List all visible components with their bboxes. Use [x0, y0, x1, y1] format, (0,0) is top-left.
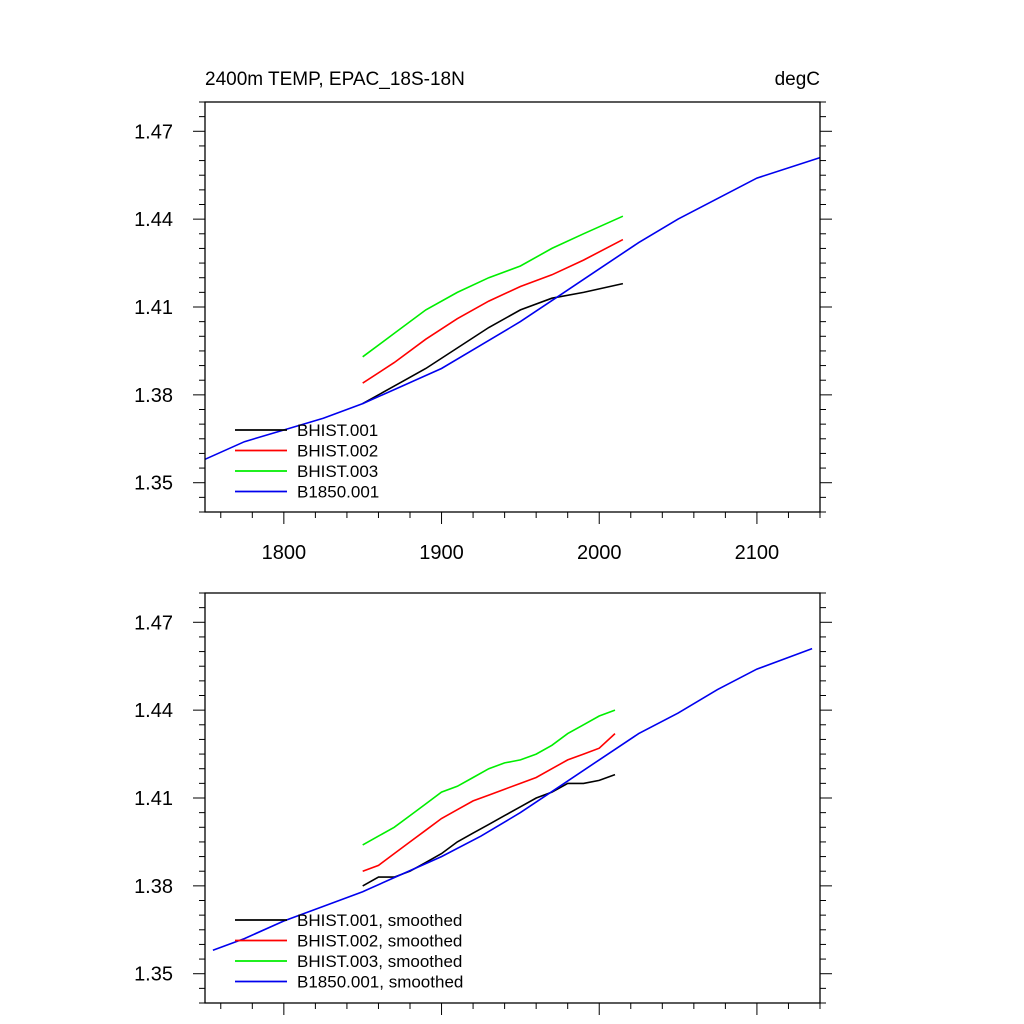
- series-line-2: [362, 733, 616, 872]
- y-tick-label: 1.47: [134, 121, 173, 143]
- legend-label: BHIST.003: [297, 462, 378, 481]
- x-tick-label: 2000: [577, 542, 622, 564]
- series-line-3: [362, 709, 616, 846]
- legend-label: BHIST.002, smoothed: [297, 932, 462, 951]
- y-tick-label: 1.44: [134, 700, 173, 722]
- y-tick-label: 1.35: [134, 964, 173, 986]
- series-group: [204, 156, 821, 461]
- chart-title: 2400m TEMP, EPAC_18S-18N: [205, 69, 465, 90]
- series-line-1: [362, 773, 616, 887]
- chart-panel-1: 1.35 1.38 1.41 1.44 1.47 1800 1900 2000 2100 2400…: [134, 69, 832, 564]
- y-tick-label: 1.47: [134, 612, 173, 634]
- y-tick-label: 1.44: [134, 209, 173, 231]
- legend: BHIST.001, smoothed BHIST.002, smoothedBH…: [235, 911, 463, 992]
- y-tick-label: 1.35: [134, 473, 173, 495]
- x-tick-label: 1800: [262, 542, 307, 564]
- series-line-4: [204, 156, 821, 461]
- y-tick-label: 1.38: [134, 876, 173, 898]
- y-tick-label: 1.38: [134, 385, 173, 407]
- series-line-2: [362, 238, 624, 384]
- series-group: [212, 647, 813, 952]
- legend-label: B1850.001, smoothed: [297, 973, 463, 992]
- legend-label: BHIST.003, smoothed: [297, 952, 462, 971]
- legend-label: BHIST.001, smoothed: [297, 911, 462, 930]
- series-line-4: [212, 647, 813, 952]
- legend-label: B1850.001: [297, 483, 379, 502]
- legend-label: BHIST.001: [297, 421, 378, 440]
- x-tick-label: 1900: [419, 542, 464, 564]
- legend-label: BHIST.002: [297, 442, 378, 461]
- x-tick-label: 2100: [735, 542, 780, 564]
- y-tick-label: 1.41: [134, 788, 173, 810]
- series-line-1: [362, 282, 624, 405]
- y-tick-label: 1.41: [134, 297, 173, 319]
- units-label: degC: [775, 69, 820, 90]
- series-line-3: [362, 215, 624, 358]
